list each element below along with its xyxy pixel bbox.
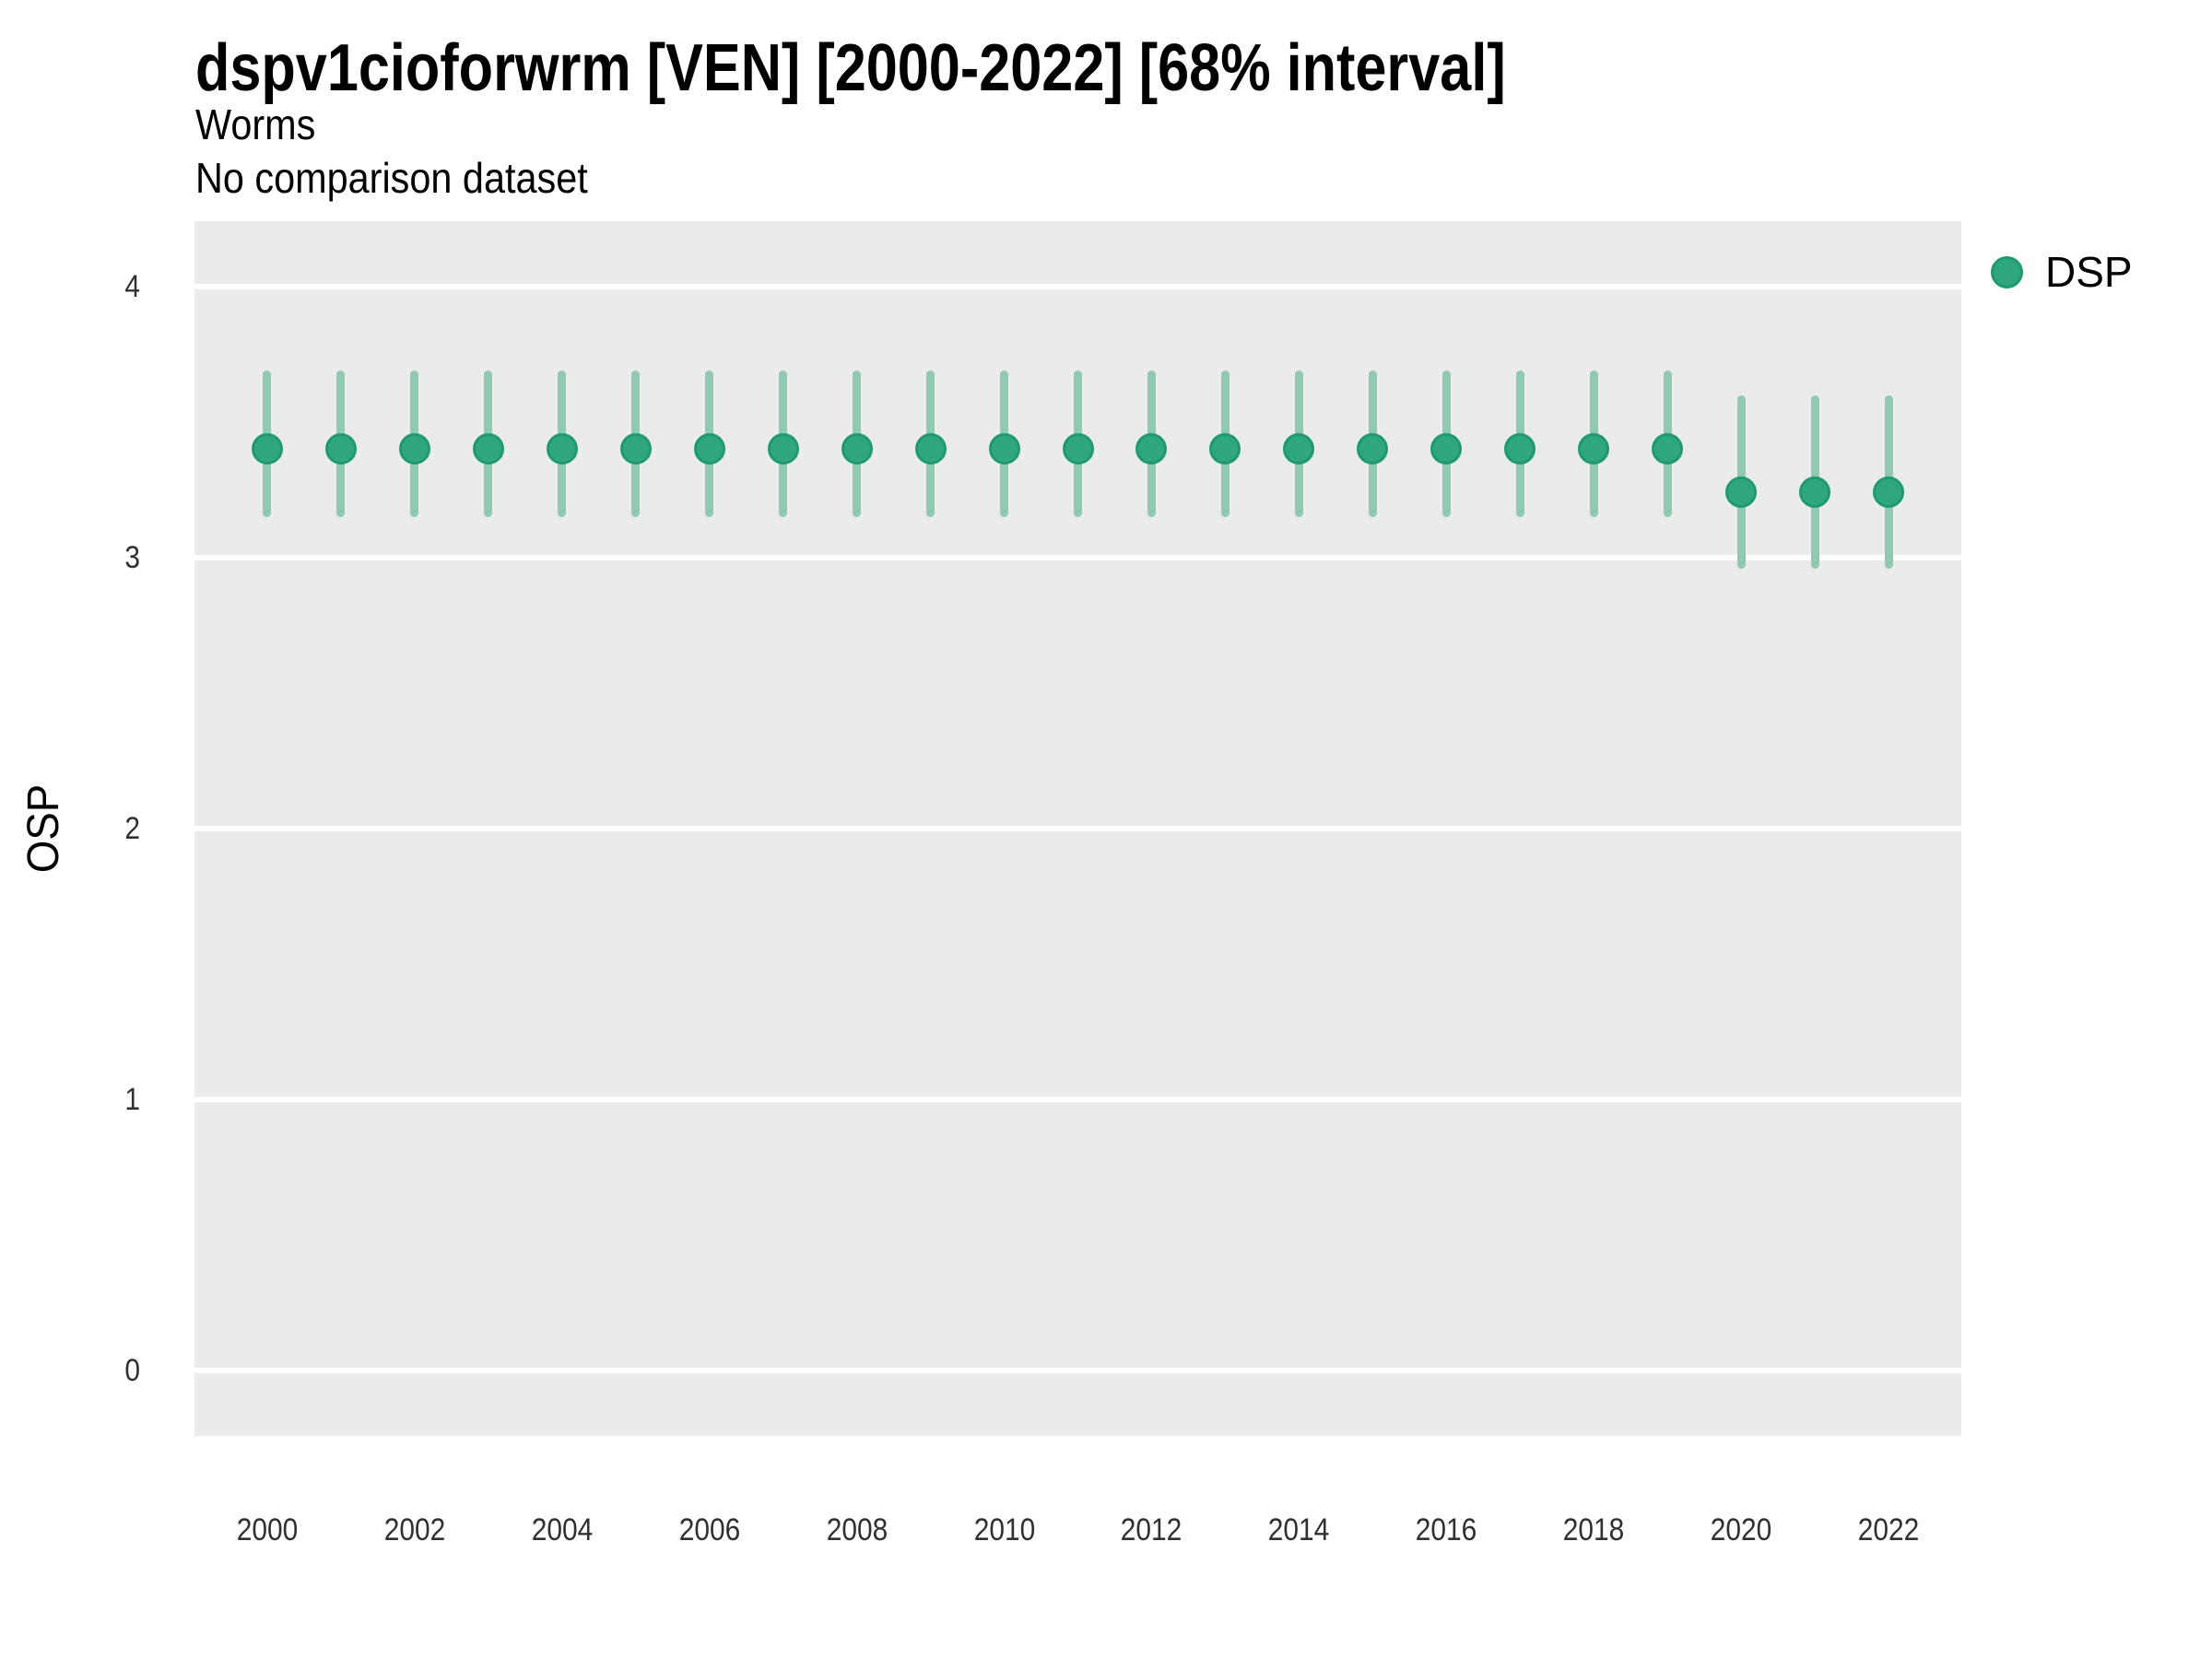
point-2019	[1652, 433, 1684, 465]
point-2011	[1062, 433, 1094, 465]
point-2002	[398, 433, 430, 465]
legend: DSP	[1991, 251, 2133, 293]
gridline-y-3	[194, 555, 1961, 560]
x-tick-label-2012: 2012	[1121, 1512, 1182, 1547]
point-2007	[767, 433, 799, 465]
point-2020	[1725, 477, 1758, 509]
x-tick-label-2000: 2000	[236, 1512, 299, 1547]
point-2004	[546, 433, 578, 465]
x-tick-label-2022: 2022	[1857, 1512, 1920, 1547]
point-2017	[1504, 433, 1536, 465]
point-2005	[619, 433, 652, 465]
y-axis-title: OSP	[19, 783, 68, 874]
chart-note: No comparison dataset	[195, 154, 588, 202]
point-2013	[1209, 433, 1241, 465]
point-2003	[472, 433, 504, 465]
plot-panel	[194, 221, 1961, 1436]
x-tick-label-2014: 2014	[1268, 1512, 1330, 1547]
y-tick-label-3: 3	[124, 540, 140, 575]
x-tick-label-2018: 2018	[1562, 1512, 1625, 1547]
point-2014	[1283, 433, 1315, 465]
x-tick-label-2002: 2002	[383, 1512, 446, 1547]
point-2016	[1430, 433, 1463, 465]
x-tick-label-2020: 2020	[1710, 1512, 1772, 1547]
x-tick-label-2004: 2004	[531, 1512, 594, 1547]
legend-dot-dsp	[1991, 255, 2023, 288]
y-tick-label-4: 4	[124, 269, 140, 304]
chart-title: dspv1cioforwrm [VEN] [2000-2022] [68% in…	[195, 31, 1506, 105]
point-2022	[1873, 477, 1905, 509]
x-tick-label-2016: 2016	[1415, 1512, 1477, 1547]
legend-label-dsp: DSP	[2045, 248, 2133, 296]
y-tick-label-1: 1	[124, 1081, 140, 1117]
y-tick-label-2: 2	[124, 811, 140, 846]
point-2018	[1578, 433, 1610, 465]
x-tick-label-2008: 2008	[826, 1512, 888, 1547]
gridline-y-1	[194, 1096, 1961, 1102]
point-2008	[841, 433, 873, 465]
gridline-y-2	[194, 826, 1961, 831]
gridline-y-4	[194, 284, 1961, 289]
x-tick-label-2006: 2006	[678, 1512, 740, 1547]
point-2015	[1357, 433, 1389, 465]
point-2009	[914, 433, 947, 465]
point-2006	[693, 433, 725, 465]
point-2001	[324, 433, 357, 465]
x-tick-label-2010: 2010	[973, 1512, 1035, 1547]
gridline-y-0	[194, 1367, 1961, 1373]
chart-subtitle: Worms	[195, 100, 316, 148]
point-2000	[251, 433, 283, 465]
point-2021	[1799, 477, 1831, 509]
y-tick-label-0: 0	[124, 1352, 140, 1388]
point-2010	[988, 433, 1020, 465]
point-2012	[1135, 433, 1168, 465]
